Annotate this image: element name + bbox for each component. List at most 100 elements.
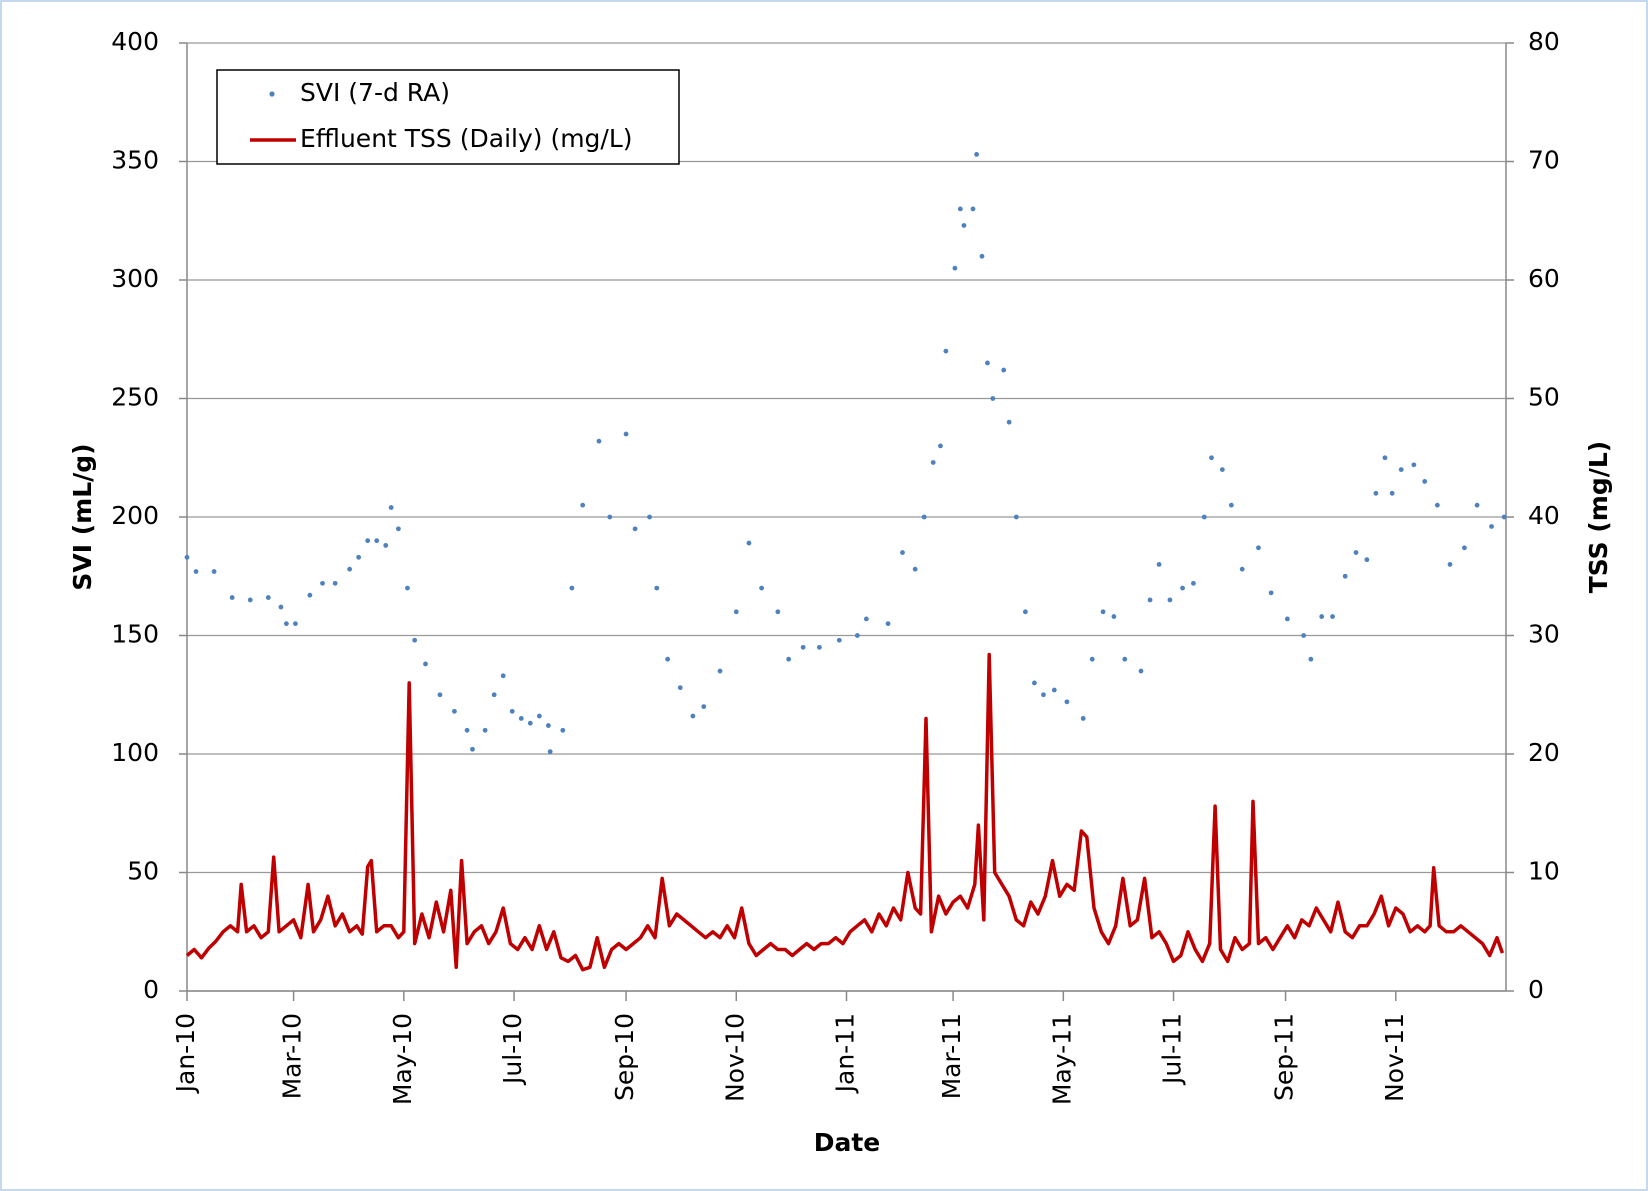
point <box>569 585 575 591</box>
point <box>623 431 629 437</box>
point <box>1100 609 1106 615</box>
point <box>1284 616 1290 622</box>
y2-tick-label: 10 <box>1528 857 1560 886</box>
point <box>1032 680 1037 686</box>
point <box>1064 699 1070 705</box>
y2-tick-label: 0 <box>1528 975 1544 1004</box>
point <box>1138 668 1144 674</box>
point <box>665 656 671 662</box>
point <box>283 621 289 627</box>
point <box>1111 614 1117 619</box>
point <box>930 460 936 465</box>
point <box>500 673 506 679</box>
point <box>677 685 683 691</box>
point <box>482 727 488 733</box>
y2-tick-label: 50 <box>1528 383 1560 412</box>
point <box>596 438 602 444</box>
point <box>701 704 707 709</box>
point <box>491 692 497 698</box>
point <box>278 604 284 610</box>
point <box>1308 656 1314 662</box>
point <box>1489 524 1494 529</box>
point <box>632 526 638 532</box>
point <box>536 713 542 719</box>
legend-marker <box>269 91 275 97</box>
x-tick-label: Nov-11 <box>1380 1013 1409 1102</box>
point <box>854 633 860 638</box>
point <box>265 595 271 600</box>
x-tick-label: Mar-11 <box>937 1013 966 1099</box>
point <box>759 585 764 591</box>
point <box>985 360 990 366</box>
y-tick-label: 250 <box>111 383 159 412</box>
y2-axis-title: TSS (mg/L) <box>1584 441 1613 594</box>
point <box>388 505 394 510</box>
point <box>938 443 943 449</box>
point <box>943 348 949 354</box>
point <box>1013 514 1019 520</box>
point <box>900 550 905 555</box>
point <box>979 253 985 259</box>
point <box>1080 716 1086 721</box>
point <box>1342 573 1348 579</box>
x-tick-label: Jul-11 <box>1158 1013 1187 1086</box>
point <box>1122 656 1128 662</box>
point <box>1006 419 1012 425</box>
point <box>307 592 313 598</box>
x-tick-label: May-11 <box>1047 1013 1076 1105</box>
point <box>1382 455 1388 461</box>
point <box>990 396 996 401</box>
x-tick-label: Nov-10 <box>720 1013 749 1102</box>
x-tick-label: Mar-10 <box>278 1013 307 1099</box>
point <box>437 692 443 698</box>
y-tick-label: 400 <box>111 27 159 56</box>
x-axis-title: Date <box>814 1128 881 1157</box>
point <box>1001 367 1007 373</box>
point <box>912 566 918 572</box>
point <box>580 502 586 508</box>
y-tick-label: 50 <box>127 857 159 886</box>
series-points <box>184 151 1507 755</box>
y-tick-label: 200 <box>111 501 159 530</box>
point <box>347 566 353 572</box>
point <box>193 569 199 574</box>
point <box>690 713 696 719</box>
point <box>974 151 979 157</box>
point <box>1239 566 1245 572</box>
y-tick-label: 300 <box>111 264 159 293</box>
point <box>527 720 533 726</box>
point <box>1191 580 1196 586</box>
point <box>647 514 652 520</box>
legend-label: Effluent TSS (Daily) (mg/L) <box>300 124 633 153</box>
y2-tick-label: 30 <box>1528 620 1560 649</box>
y2-tick-label: 80 <box>1528 27 1560 56</box>
point <box>383 543 389 548</box>
point <box>452 708 457 714</box>
point <box>1462 545 1467 551</box>
point <box>961 223 967 228</box>
point <box>1474 502 1480 508</box>
point <box>545 723 551 728</box>
point <box>885 621 891 627</box>
point <box>229 595 235 600</box>
legend-box <box>216 69 680 165</box>
point <box>356 554 362 560</box>
point <box>1301 633 1307 638</box>
point <box>952 265 958 271</box>
point <box>746 540 752 546</box>
point <box>464 727 470 733</box>
point <box>607 514 613 520</box>
y2-tick-label: 20 <box>1528 738 1560 767</box>
point <box>957 206 963 212</box>
point <box>1364 557 1370 563</box>
point <box>320 580 325 586</box>
point <box>1501 514 1507 520</box>
x-tick-label: Sep-11 <box>1270 1013 1299 1101</box>
point <box>1373 490 1379 496</box>
point <box>717 668 723 674</box>
y-tick-label: 100 <box>111 738 159 767</box>
x-tick-label: Sep-10 <box>610 1013 639 1101</box>
point <box>1389 490 1395 496</box>
